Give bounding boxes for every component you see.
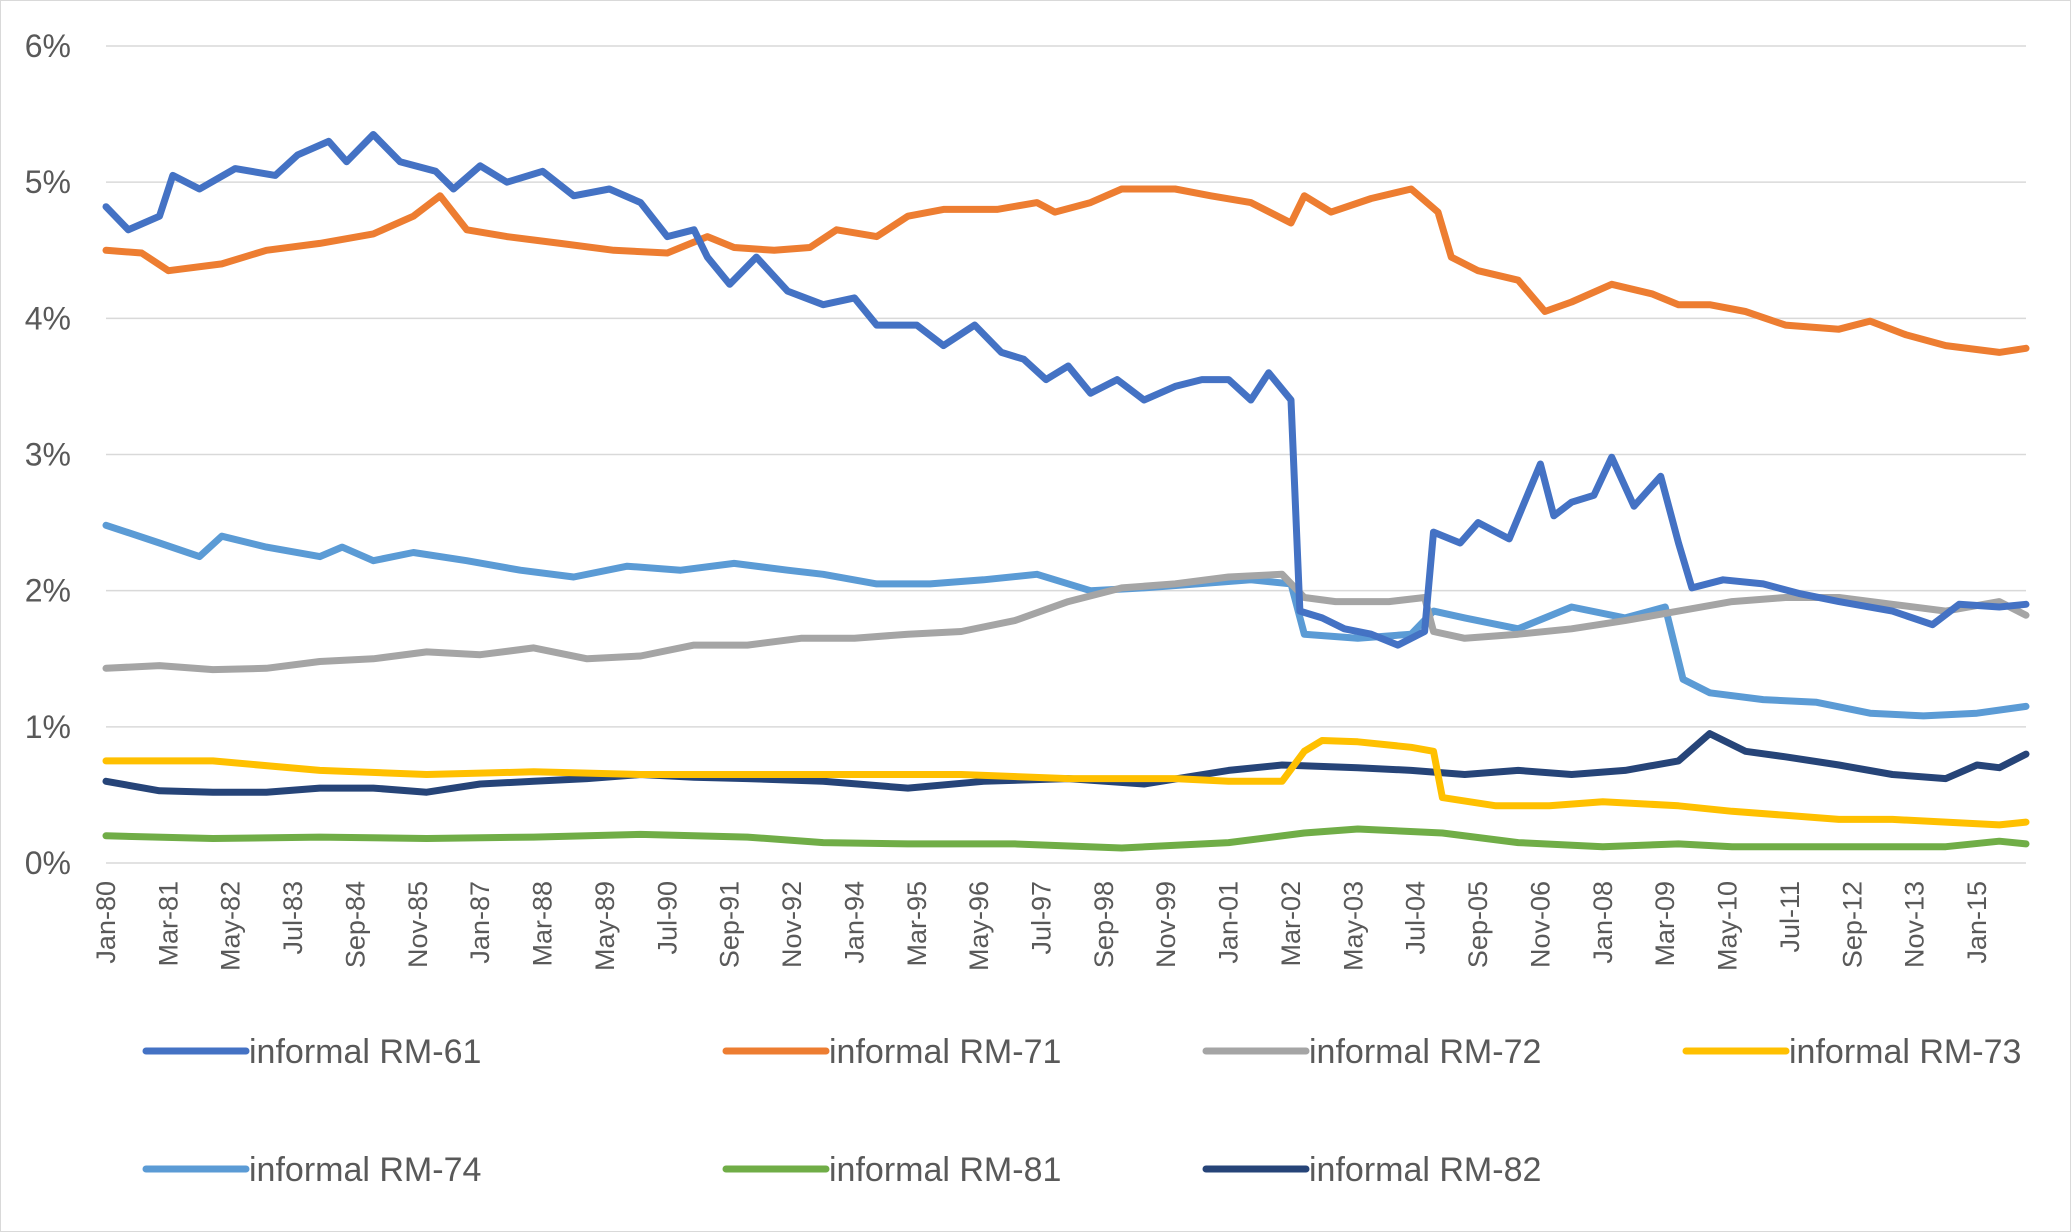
y-axis-tick-labels: 0% 1% 2% 3% 4% 5% 6% — [25, 28, 71, 881]
x-tick-label: Jan-87 — [465, 881, 495, 964]
y-tick-label: 4% — [25, 300, 71, 336]
legend-label: informal RM-82 — [1309, 1151, 1541, 1189]
x-tick-label: Sep-98 — [1089, 881, 1119, 968]
x-tick-label: Nov-92 — [777, 881, 807, 968]
x-tick-label: Jul-83 — [278, 881, 308, 955]
y-tick-label: 3% — [25, 437, 71, 473]
x-tick-label: Jan-01 — [1214, 881, 1244, 964]
x-tick-label: Sep-12 — [1837, 881, 1867, 968]
x-tick-label: Mar-88 — [528, 881, 558, 967]
legend-label: informal RM-74 — [249, 1151, 481, 1189]
x-tick-label: Mar-09 — [1650, 881, 1680, 967]
x-tick-label: May-10 — [1713, 881, 1743, 971]
x-tick-label: May-89 — [590, 881, 620, 971]
legend: informal RM-61 informal RM-71 informal RM-… — [142, 1033, 2021, 1189]
y-tick-label: 5% — [25, 164, 71, 200]
x-tick-label: Nov-06 — [1525, 881, 1555, 968]
x-axis-tick-labels: Jan-80 Mar-81 May-82 Jul-83 Sep-84 Nov-85 Jan-… — [91, 881, 1992, 971]
x-tick-label: May-03 — [1338, 881, 1368, 971]
x-tick-label: Jan-94 — [839, 881, 869, 964]
series-line-informal-rm-72 — [102, 570, 2030, 674]
series-line-informal-rm-71 — [102, 185, 2030, 356]
x-tick-label: Nov-13 — [1900, 881, 1930, 968]
series-line-informal-rm-82 — [102, 730, 2030, 796]
x-tick-label: Sep-05 — [1463, 881, 1493, 968]
series-line-informal-rm-73 — [102, 737, 2030, 829]
x-tick-label: Nov-85 — [403, 881, 433, 968]
x-tick-label: Nov-99 — [1151, 881, 1181, 968]
series-line-informal-rm-61 — [102, 131, 2030, 649]
y-tick-label: 0% — [25, 845, 71, 881]
x-tick-label: Mar-81 — [153, 881, 183, 967]
x-tick-label: Jul-04 — [1401, 881, 1431, 955]
x-tick-label: Sep-91 — [715, 881, 745, 968]
legend-label: informal RM-61 — [249, 1033, 481, 1071]
x-tick-label: Jul-90 — [652, 881, 682, 955]
series-lines — [102, 131, 2030, 852]
x-tick-label: May-96 — [964, 881, 994, 971]
legend-label: informal RM-72 — [1309, 1033, 1541, 1071]
legend-label: informal RM-81 — [829, 1151, 1061, 1189]
series-line-informal-rm-74 — [102, 521, 2030, 720]
x-tick-label: Jul-97 — [1026, 881, 1056, 955]
y-tick-label: 6% — [25, 28, 71, 64]
x-tick-label: May-82 — [216, 881, 246, 971]
legend-label: informal RM-71 — [829, 1033, 1061, 1071]
x-tick-label: Mar-02 — [1276, 881, 1306, 967]
legend-label: informal RM-73 — [1789, 1033, 2021, 1071]
y-tick-label: 1% — [25, 709, 71, 745]
x-tick-label: Jul-11 — [1775, 881, 1805, 953]
x-tick-label: Sep-84 — [340, 881, 370, 968]
x-tick-label: Jan-15 — [1962, 881, 1992, 964]
y-tick-label: 2% — [25, 573, 71, 609]
series-line-informal-rm-81 — [102, 825, 2030, 852]
gridlines — [106, 45, 2026, 864]
x-tick-label: Jan-80 — [91, 881, 121, 964]
x-tick-label: Jan-08 — [1588, 881, 1618, 964]
x-tick-label: Mar-95 — [902, 881, 932, 967]
